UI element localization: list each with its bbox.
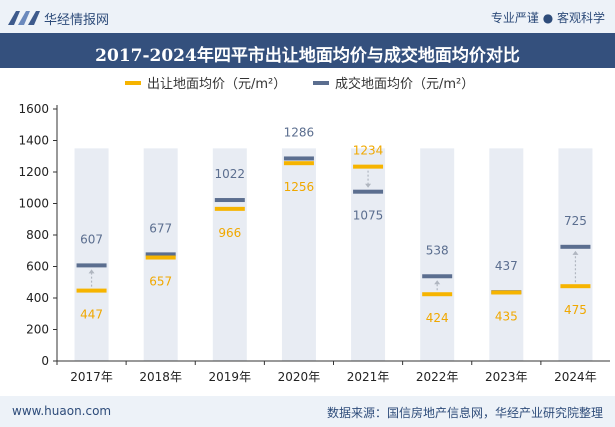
y-tick-label: 0 [41,354,49,368]
data-source: 数据来源：国信房地产信息网，华经产业研究院整理 [326,406,603,420]
series-2-data-label: 677 [149,221,172,235]
series-2-data-label: 607 [80,232,103,246]
legend-label-2: 成交地面均价（元/m²） [335,76,474,92]
website-link[interactable]: www.huaon.com [12,404,112,418]
series-1-data-label: 966 [218,226,241,240]
y-tick-label: 1600 [18,102,49,116]
y-tick-label: 200 [26,323,49,337]
difference-arrowhead [365,183,372,188]
series-2-data-label: 437 [495,259,518,273]
series-1-data-label: 1256 [284,180,315,194]
series-1-data-label: 1234 [353,144,384,158]
background-column [74,148,109,361]
difference-arrowhead [572,250,579,255]
series-1-data-label: 424 [426,311,449,325]
top-bar [0,0,615,33]
x-tick-label: 2022年 [416,370,459,384]
background-column [420,148,455,361]
series-2-mark [353,189,384,194]
background-column [281,148,316,361]
y-tick-label: 600 [26,260,49,274]
series-2-mark [214,198,245,203]
y-tick-label: 800 [26,228,49,242]
series-2-data-label: 1286 [284,125,315,139]
series-1-mark [283,161,314,166]
y-tick-label: 1200 [18,165,49,179]
series-1-data-label: 435 [495,309,518,323]
brand-name: 华经情报网 [44,13,110,28]
series-2-data-label: 1075 [353,209,384,223]
background-column [212,148,247,361]
series-1-mark [491,290,522,295]
x-tick-label: 2024年 [554,370,597,384]
chart-title: 2017-2024年四平市出让地面均价与成交地面均价对比 [95,46,520,66]
tagline: 专业严谨 ● 客观科学 [490,11,605,25]
y-tick-label: 400 [26,291,49,305]
difference-arrowhead [434,280,441,285]
x-tick-label: 2020年 [278,370,321,384]
series-1-mark [560,284,591,289]
footer-bar [0,396,615,427]
x-tick-label: 2021年 [347,370,390,384]
series-1-data-label: 475 [564,303,587,317]
legend-label-1: 出让地面均价（元/m²） [147,77,286,92]
series-1-data-label: 447 [80,308,103,322]
chart: 出让地面均价（元/m²） 成交地面均价（元/m²） 0 200 400 600 800 100… [18,76,610,384]
series-1-data-label: 657 [149,275,172,289]
series-1-mark [76,288,107,293]
series-1-mark [214,206,245,211]
series-2-data-label: 1022 [215,167,246,181]
background-column [489,148,524,361]
series-1-mark [422,292,453,297]
x-tick-label: 2023年 [485,370,528,384]
series-2-mark [283,156,314,161]
series-1-mark [145,255,176,260]
series-2-mark [145,252,176,257]
y-tick-label: 1000 [18,197,49,211]
title-bar [0,33,615,68]
series-2-data-label: 538 [426,243,449,257]
difference-arrowhead [88,269,95,274]
huajing-logo-icon [8,11,40,25]
series-1-mark [353,164,384,169]
x-tick-label: 2018年 [139,370,182,384]
series-2-mark [422,274,453,279]
y-tick-label: 1400 [18,134,49,148]
x-tick-label: 2017年 [70,370,113,384]
series-2-data-label: 725 [564,214,587,228]
series-2-mark [560,244,591,249]
x-tick-label: 2019年 [209,370,252,384]
series-2-mark [76,263,107,268]
